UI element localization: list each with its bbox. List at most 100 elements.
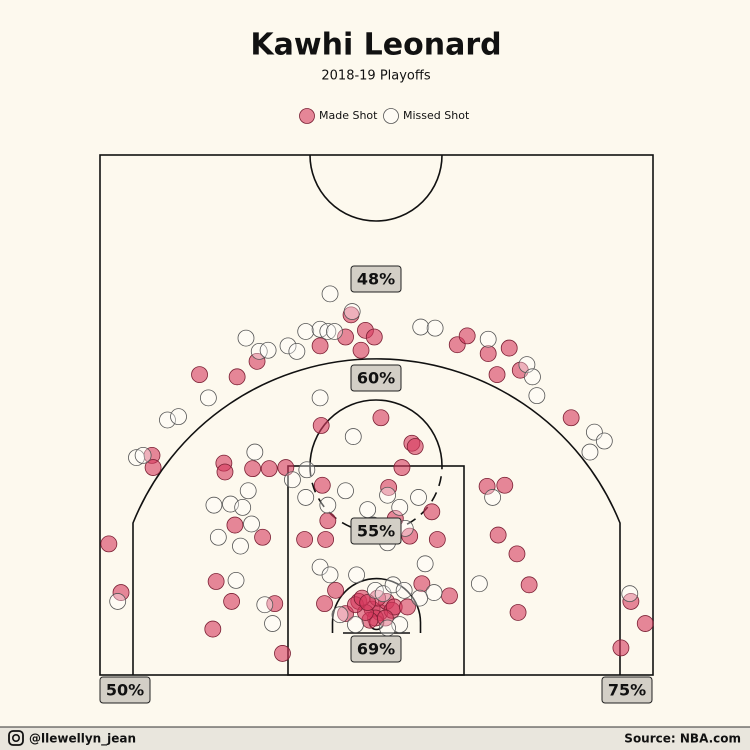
zone-label: 69% <box>357 640 395 659</box>
made-shot <box>401 527 419 545</box>
made-shot <box>413 575 431 593</box>
made-shot <box>520 576 538 594</box>
shots <box>100 285 654 662</box>
chart-subtitle: 2018-19 Playoffs <box>321 69 430 84</box>
missed-shot <box>410 489 427 506</box>
made-shot <box>313 476 331 494</box>
zone-label: 75% <box>608 681 646 700</box>
legend-marker <box>299 108 315 124</box>
missed-shot <box>621 585 639 603</box>
missed-shot <box>379 619 396 637</box>
missed-shot <box>311 389 329 407</box>
missed-shot <box>411 589 429 607</box>
legend-label: Made Shot <box>319 109 378 122</box>
missed-shot <box>359 501 377 518</box>
made-shot <box>612 639 630 657</box>
made-shot <box>352 341 370 359</box>
zone-box <box>601 676 653 704</box>
missed-shot <box>319 323 337 340</box>
made-shot <box>337 328 354 346</box>
missed-shot <box>416 555 434 573</box>
missed-shot <box>326 323 343 340</box>
made-shot <box>311 337 329 355</box>
made-shot <box>112 584 130 601</box>
zone-box <box>350 265 402 293</box>
made-shot <box>428 531 446 548</box>
missed-shot <box>412 318 430 336</box>
made-shot <box>274 645 291 662</box>
missed-shot <box>298 461 316 479</box>
missed-shot <box>284 471 301 489</box>
missed-shot <box>239 482 257 500</box>
missed-shot <box>470 575 488 593</box>
made-shot <box>144 459 162 476</box>
made-shot <box>296 531 314 548</box>
missed-shot <box>288 342 306 360</box>
missed-shot <box>209 528 227 546</box>
zone-label: 60% <box>357 369 395 388</box>
missed-shot <box>343 303 361 320</box>
missed-shot <box>337 482 354 500</box>
missed-shot <box>259 341 277 359</box>
zone-box <box>350 517 402 545</box>
missed-shot <box>425 584 443 601</box>
made-shot <box>312 417 330 434</box>
made-shot <box>216 463 234 481</box>
missed-shot <box>128 449 145 466</box>
missed-shot <box>321 285 339 303</box>
missed-shot <box>199 389 217 407</box>
legend-label: Missed Shot <box>403 109 470 122</box>
free-throw-circle <box>309 399 443 467</box>
made-shot <box>406 438 424 455</box>
missed-shot <box>321 566 339 584</box>
made-shot <box>244 460 262 478</box>
missed-shot <box>264 615 281 632</box>
made-shot <box>500 339 518 357</box>
made-shot <box>327 581 344 599</box>
zone-label: 50% <box>106 681 144 700</box>
made-shot <box>372 409 390 427</box>
missed-shot <box>595 432 613 450</box>
made-shot <box>399 598 416 616</box>
instagram-icon-lens <box>12 733 21 742</box>
zone-label: 48% <box>357 270 395 289</box>
made-shot <box>316 595 333 613</box>
made-shot <box>508 545 526 563</box>
made-shot <box>204 620 222 638</box>
three-point-line <box>132 358 621 675</box>
missed-shot <box>319 496 337 514</box>
made-shot <box>223 593 241 610</box>
missed-shot <box>134 446 152 464</box>
missed-shot <box>479 330 497 348</box>
missed-shot <box>234 498 252 516</box>
missed-shot <box>524 368 541 386</box>
missed-shot <box>384 576 402 594</box>
legend: Made Shot Missed Shot <box>299 108 470 124</box>
zone-box <box>350 635 402 663</box>
made-shot <box>393 459 411 476</box>
zones: 48% 60% 55% 69% 50% 75% <box>99 265 653 704</box>
missed-shot <box>237 329 255 347</box>
made-shot <box>423 503 441 521</box>
missed-shot <box>379 486 396 504</box>
chart-title: Kawhi Leonard <box>250 28 501 63</box>
zone-label: 55% <box>357 522 395 541</box>
missed-shot <box>246 443 264 461</box>
made-shot <box>376 609 394 627</box>
zone-box <box>99 676 151 704</box>
made-shot <box>479 345 497 362</box>
made-shot <box>488 366 506 384</box>
footer-source: Source: NBA.com <box>624 732 741 746</box>
made-shot <box>509 604 527 621</box>
made-shot <box>636 615 654 632</box>
made-shot <box>496 476 514 494</box>
made-shot <box>359 594 377 611</box>
missed-shot <box>348 566 365 584</box>
missed-shot <box>528 387 546 405</box>
missed-shot <box>391 498 409 516</box>
missed-shot <box>279 337 297 355</box>
missed-shot <box>227 572 245 589</box>
missed-shot <box>347 616 364 634</box>
missed-shot <box>205 496 223 514</box>
